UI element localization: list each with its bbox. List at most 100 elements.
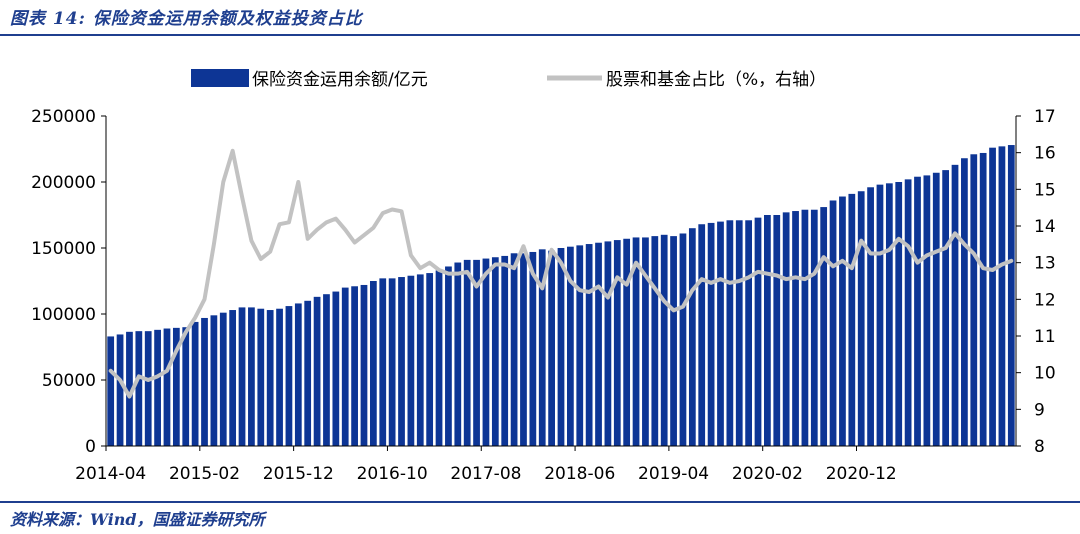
bar bbox=[276, 308, 283, 446]
y-tick-label-left: 200000 bbox=[31, 173, 96, 193]
bar bbox=[285, 306, 293, 446]
bar bbox=[520, 253, 527, 446]
bar bbox=[942, 170, 950, 446]
bar bbox=[642, 237, 649, 446]
y-tick-label-left: 0 bbox=[85, 437, 96, 457]
bar bbox=[820, 207, 828, 446]
bar bbox=[491, 257, 499, 446]
bar bbox=[848, 193, 856, 446]
y-tick-label-right: 12 bbox=[1034, 290, 1056, 310]
bar bbox=[126, 331, 133, 446]
legend-label-bar: 保险资金运用余额/亿元 bbox=[252, 70, 428, 90]
x-tick-label: 2015-02 bbox=[169, 464, 240, 484]
bar bbox=[810, 209, 818, 446]
bar bbox=[360, 284, 368, 446]
bar bbox=[670, 236, 677, 446]
bar bbox=[323, 294, 330, 446]
bar bbox=[144, 331, 152, 446]
bar bbox=[182, 327, 190, 446]
y-tick-label-right: 9 bbox=[1034, 400, 1045, 420]
y-tick-label-right: 17 bbox=[1034, 107, 1056, 127]
bar bbox=[914, 176, 921, 446]
bar bbox=[651, 236, 659, 446]
bar bbox=[332, 291, 340, 446]
bar bbox=[801, 209, 809, 446]
bar bbox=[998, 146, 1006, 447]
legend-label-line: 股票和基金占比（%，右轴） bbox=[606, 70, 826, 90]
y-tick-label-left: 100000 bbox=[31, 305, 96, 325]
bar bbox=[1007, 145, 1015, 447]
bar-series bbox=[107, 145, 1015, 447]
axes bbox=[101, 115, 1021, 451]
x-tick-label: 2017-08 bbox=[450, 464, 521, 484]
bar bbox=[229, 310, 237, 446]
bar bbox=[529, 251, 537, 446]
bar bbox=[482, 258, 490, 446]
y-tick-label-right: 16 bbox=[1034, 144, 1056, 164]
top-rule bbox=[0, 34, 1080, 36]
y-tick-label-left: 50000 bbox=[42, 371, 96, 391]
x-tick-label: 2016-10 bbox=[357, 464, 428, 484]
y-tick-label-right: 8 bbox=[1034, 437, 1045, 457]
y-tick-label-right: 11 bbox=[1034, 327, 1056, 347]
bar bbox=[248, 307, 255, 446]
bar bbox=[895, 182, 903, 446]
bar bbox=[726, 220, 734, 446]
bar bbox=[107, 336, 115, 446]
y-tick-label-left: 250000 bbox=[31, 107, 96, 127]
bar bbox=[510, 253, 518, 446]
bar bbox=[632, 237, 640, 446]
bar bbox=[538, 249, 546, 446]
bar bbox=[351, 286, 358, 446]
bar bbox=[548, 250, 555, 446]
line-series bbox=[108, 148, 1014, 399]
bar bbox=[116, 334, 124, 446]
bar bbox=[463, 259, 471, 446]
bar bbox=[904, 179, 912, 447]
bar bbox=[567, 246, 574, 446]
bar bbox=[782, 212, 790, 446]
bar bbox=[435, 270, 443, 446]
bar bbox=[857, 191, 865, 446]
bar bbox=[660, 234, 668, 446]
x-tick-label: 2019-04 bbox=[638, 464, 709, 484]
bar bbox=[445, 266, 452, 446]
x-tick-label: 2015-12 bbox=[263, 464, 334, 484]
bar bbox=[613, 240, 621, 446]
bar bbox=[313, 296, 321, 446]
bar bbox=[576, 245, 584, 446]
figure-title: 图表 14: 保险资金运用余额及权益投资占比 bbox=[10, 9, 363, 29]
bar bbox=[135, 331, 143, 446]
bar bbox=[416, 274, 424, 446]
bar bbox=[698, 224, 706, 446]
bar bbox=[454, 262, 462, 446]
bar bbox=[792, 211, 799, 446]
bar bbox=[951, 164, 959, 446]
bar bbox=[426, 273, 434, 446]
bar bbox=[604, 241, 612, 446]
bar bbox=[679, 233, 687, 446]
bar bbox=[867, 187, 874, 446]
x-tick-label: 2020-12 bbox=[826, 464, 897, 484]
bar bbox=[961, 158, 968, 447]
bar bbox=[191, 321, 199, 446]
bar bbox=[735, 220, 743, 446]
bar bbox=[219, 312, 227, 446]
bar bbox=[717, 221, 724, 446]
bar bbox=[764, 215, 771, 446]
bar bbox=[623, 238, 631, 446]
bar bbox=[745, 220, 752, 446]
y-tick-label-right: 13 bbox=[1034, 254, 1056, 274]
bar bbox=[341, 287, 349, 446]
bar bbox=[773, 215, 781, 446]
bar bbox=[473, 259, 480, 446]
bar bbox=[989, 147, 996, 446]
bar bbox=[839, 196, 846, 446]
y-tick-label-left: 150000 bbox=[31, 239, 96, 259]
bar bbox=[388, 278, 396, 446]
bar bbox=[829, 200, 837, 446]
x-tick-label: 2018-06 bbox=[544, 464, 615, 484]
bar bbox=[923, 175, 931, 446]
bar bbox=[257, 308, 265, 446]
